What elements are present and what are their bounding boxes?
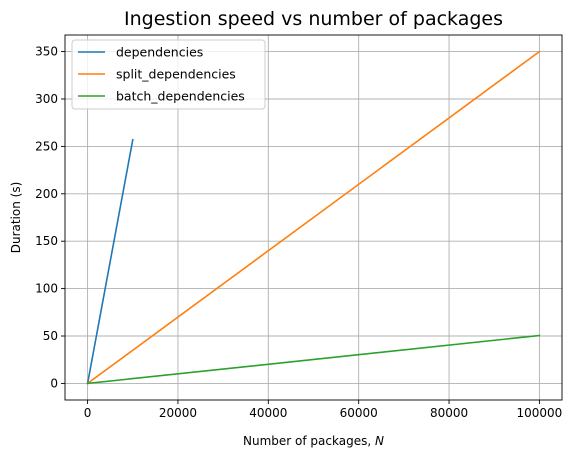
- y-tick-label: 100: [35, 282, 58, 296]
- x-tick-label: 0: [84, 406, 92, 420]
- legend-items: dependencies split_dependencies batch_depe…: [78, 45, 245, 104]
- x-tick-label: 100000: [517, 406, 563, 420]
- x-axis-label: Number of packages, N: [243, 434, 384, 448]
- y-axis-label: Duration (s): [9, 182, 23, 254]
- series-line-dependencies: [86, 138, 134, 385]
- y-tick-label: 50: [43, 329, 58, 343]
- legend: dependencies split_dependencies batch_depe…: [71, 39, 266, 110]
- y-tick-label: 0: [50, 376, 58, 390]
- legend-label-split_dependencies: split_dependencies: [116, 67, 236, 82]
- x-axis-label-variable: N: [375, 434, 384, 448]
- legend-label-dependencies: dependencies: [116, 45, 203, 60]
- grid-lines: [65, 35, 562, 400]
- x-tick-label: 20000: [159, 406, 197, 420]
- chart-title: Ingestion speed vs number of packages: [124, 8, 503, 30]
- x-tick-label: 80000: [430, 406, 468, 420]
- x-axis-label-text: Number of packages,: [243, 434, 375, 448]
- y-tick-label: 350: [35, 45, 58, 59]
- axis-ticks: 0 20000 40000 60000 80000 100000 0 50 100 150 200 2…: [35, 45, 562, 420]
- x-tick-label: 40000: [249, 406, 287, 420]
- axes-frame: [64, 34, 563, 401]
- x-tick-label: 60000: [340, 406, 378, 420]
- plot-series: [86, 50, 541, 385]
- series-line-batch_dependencies: [86, 334, 541, 385]
- y-tick-label: 250: [35, 139, 58, 153]
- legend-box: [71, 39, 266, 110]
- y-tick-label: 150: [35, 234, 58, 248]
- y-tick-label: 200: [35, 187, 58, 201]
- legend-label-batch_dependencies: batch_dependencies: [116, 89, 245, 104]
- y-tick-label: 300: [35, 92, 58, 106]
- series-line-split_dependencies: [86, 50, 541, 385]
